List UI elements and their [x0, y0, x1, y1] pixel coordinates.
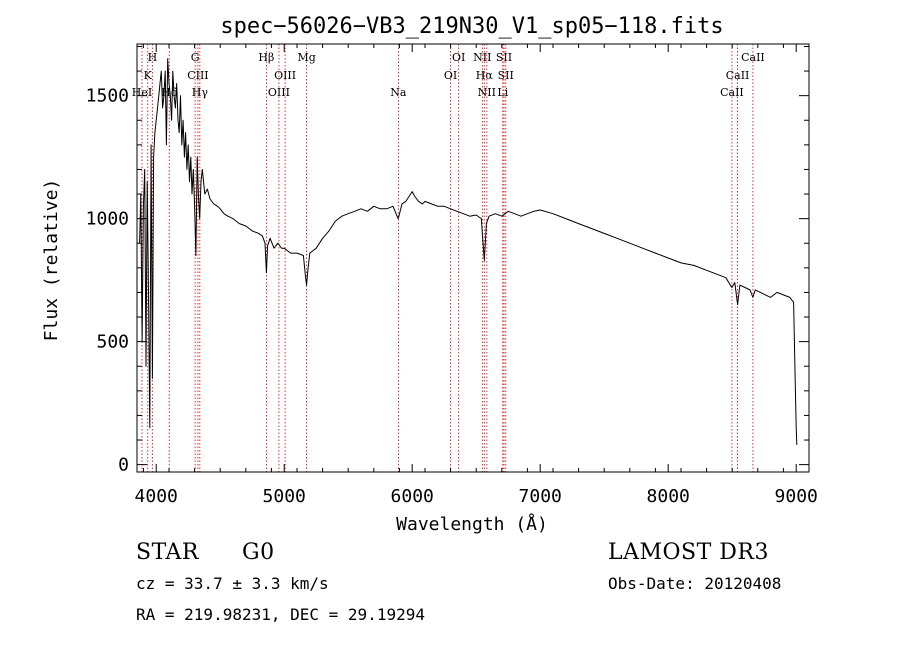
y-axis: 0 500 1000 1500	[86, 45, 809, 476]
line-label-7: Hβ	[258, 51, 274, 64]
object-subclass: G0	[242, 540, 275, 565]
y-axis-label: Flux (relative)	[41, 179, 62, 342]
line-label-14: NII	[473, 51, 491, 64]
redshift-cz: cz = 33.7 ± 3.3 km/s	[136, 574, 329, 593]
observation-date: Obs-Date: 20120408	[608, 574, 782, 593]
line-label-2: HeI	[132, 86, 152, 99]
line-label-6: Hγ	[192, 86, 209, 99]
coordinates: RA = 219.98231, DEC = 29.19294	[136, 605, 425, 624]
object-class: STAR	[136, 540, 199, 565]
line-label-18: NII	[478, 86, 496, 99]
line-label-0: H	[148, 51, 158, 64]
line-label-16: Hα	[476, 69, 494, 82]
y-tick-label-1: 500	[96, 332, 129, 353]
series-line-0	[139, 58, 798, 445]
spectrum-series	[139, 58, 798, 445]
x-axis-label: Wavelength (Å)	[396, 513, 548, 535]
line-label-22: CaII	[720, 86, 744, 99]
x-tick-label-3: 7000	[519, 486, 562, 507]
line-label-13: OI	[444, 69, 457, 82]
y-tick-label-2: 1000	[86, 209, 129, 230]
line-label-12: OI	[452, 51, 465, 64]
x-tick-label-2: 6000	[391, 486, 434, 507]
x-tick-label-1: 5000	[263, 486, 306, 507]
line-label-1: K	[144, 69, 153, 82]
line-label-15: SII	[496, 51, 512, 64]
y-tick-label-0: 0	[118, 455, 129, 476]
plot-frame	[136, 43, 810, 473]
line-label-10: Mg	[297, 51, 315, 64]
line-label-9: OIII	[268, 86, 290, 99]
survey-name: LAMOST DR3	[608, 540, 769, 565]
line-label-20: CaII	[741, 51, 765, 64]
line-label-5: CIII	[187, 69, 208, 82]
line-label-21: CaII	[726, 69, 750, 82]
x-tick-label-4: 8000	[647, 486, 690, 507]
line-label-8: OIII	[274, 69, 296, 82]
line-label-4: G	[191, 51, 200, 64]
x-tick-label-0: 4000	[135, 486, 178, 507]
line-label-17: SII	[498, 69, 514, 82]
x-tick-label-5: 9000	[775, 486, 818, 507]
y-tick-label-3: 1500	[86, 86, 129, 107]
chart-title: spec−56026−VB3_219N30_V1_sp05−118.fits	[220, 14, 723, 39]
line-label-11: Na	[390, 86, 407, 99]
x-axis: 4000 5000 6000 7000 8000 9000	[135, 44, 818, 507]
line-label-19: Li	[497, 86, 508, 99]
